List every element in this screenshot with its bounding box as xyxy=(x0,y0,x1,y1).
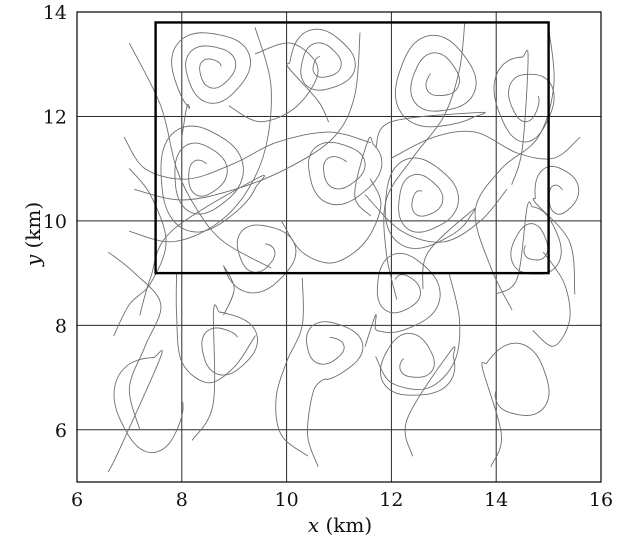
x-tick-label: 8 xyxy=(176,489,188,511)
trajectory-line xyxy=(223,224,297,316)
trajectory-line xyxy=(384,157,476,290)
trajectories xyxy=(107,21,581,473)
trajectory-line xyxy=(139,125,265,316)
y-axis-label-unit: (km) xyxy=(21,202,45,255)
x-tick-label: 6 xyxy=(71,489,83,511)
y-tick-label: 14 xyxy=(43,2,67,24)
y-axis-label: y (km) xyxy=(21,202,45,267)
y-axis-label-var: y xyxy=(21,254,45,267)
trajectory-line xyxy=(375,34,486,149)
trajectory-line xyxy=(308,136,383,217)
trajectory-line xyxy=(128,27,272,243)
trajectory-line xyxy=(379,332,456,457)
trajectory-line xyxy=(495,201,562,295)
y-tick-label: 10 xyxy=(43,211,67,233)
trajectory-line xyxy=(286,28,356,123)
trajectory-line xyxy=(123,131,371,180)
x-tick-label: 14 xyxy=(484,489,508,511)
trajectory-line xyxy=(171,32,251,138)
trajectory-line xyxy=(532,165,580,295)
trajectory-line xyxy=(306,321,364,467)
trajectory-line xyxy=(107,251,162,431)
trajectory-line xyxy=(280,178,382,264)
x-tick-label: 10 xyxy=(275,489,299,511)
x-axis-label-unit: (km) xyxy=(319,513,372,537)
x-tick-label: 16 xyxy=(589,489,613,511)
trajectory-line xyxy=(364,252,441,347)
plot-frame xyxy=(76,11,602,483)
trajectory-line xyxy=(191,304,258,441)
trajectory-line xyxy=(493,49,555,185)
trajectory-line xyxy=(375,272,461,390)
y-tick-label: 6 xyxy=(55,420,67,442)
x-tick-label: 12 xyxy=(379,489,403,511)
x-axis-label: x (km) xyxy=(308,513,372,537)
trajectory-line xyxy=(532,251,571,347)
trajectory-line xyxy=(134,32,361,201)
trajectory-line xyxy=(107,350,184,473)
trajectory-line xyxy=(113,168,167,337)
y-tick-labels: 6 8 10 12 14 xyxy=(43,2,67,442)
trajectory-line xyxy=(228,42,319,123)
x-axis-label-var: x xyxy=(308,513,319,537)
trajectory-line xyxy=(474,27,555,311)
trajectory-line xyxy=(383,21,466,300)
region-rectangle xyxy=(154,21,550,275)
trajectory-line xyxy=(275,277,309,457)
trajectory-line xyxy=(481,342,550,467)
y-tick-label: 12 xyxy=(43,106,67,128)
trajectory-line xyxy=(390,130,581,160)
trajectory-line xyxy=(175,272,256,384)
trajectory-line xyxy=(364,189,508,243)
x-tick-labels: 6 8 10 12 14 16 xyxy=(71,489,613,511)
y-tick-label: 8 xyxy=(55,315,67,337)
